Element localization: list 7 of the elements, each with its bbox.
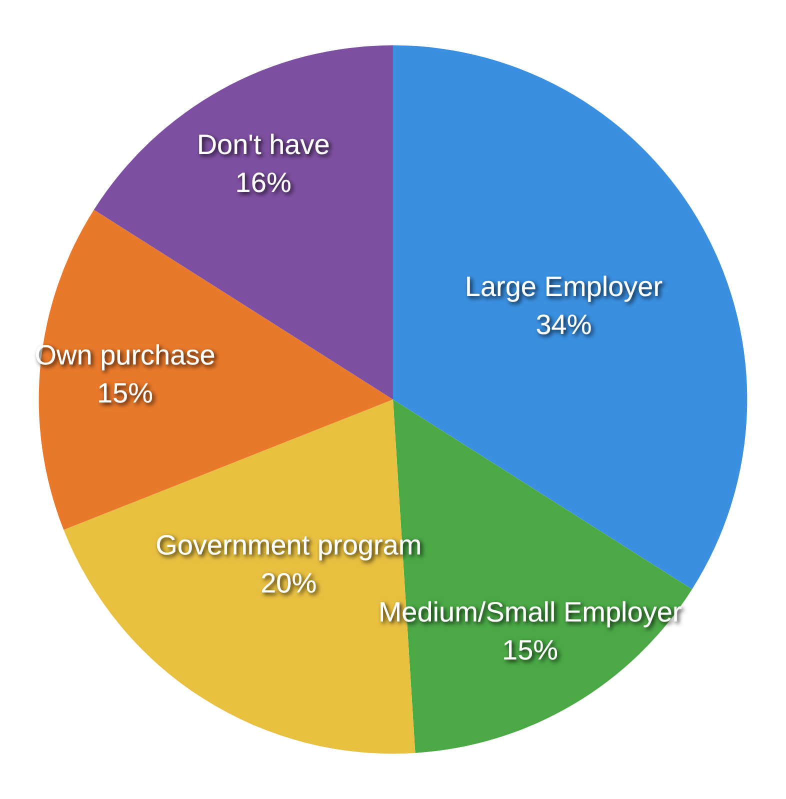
data-label: 15%: [502, 634, 558, 666]
data-label: 16%: [235, 167, 292, 198]
data-label: 15%: [96, 378, 154, 409]
data-label: 20%: [260, 567, 317, 598]
data-label: 34%: [536, 309, 592, 340]
slice-label: Large Employer: [464, 271, 663, 302]
slice-label: Don't have: [196, 129, 330, 160]
